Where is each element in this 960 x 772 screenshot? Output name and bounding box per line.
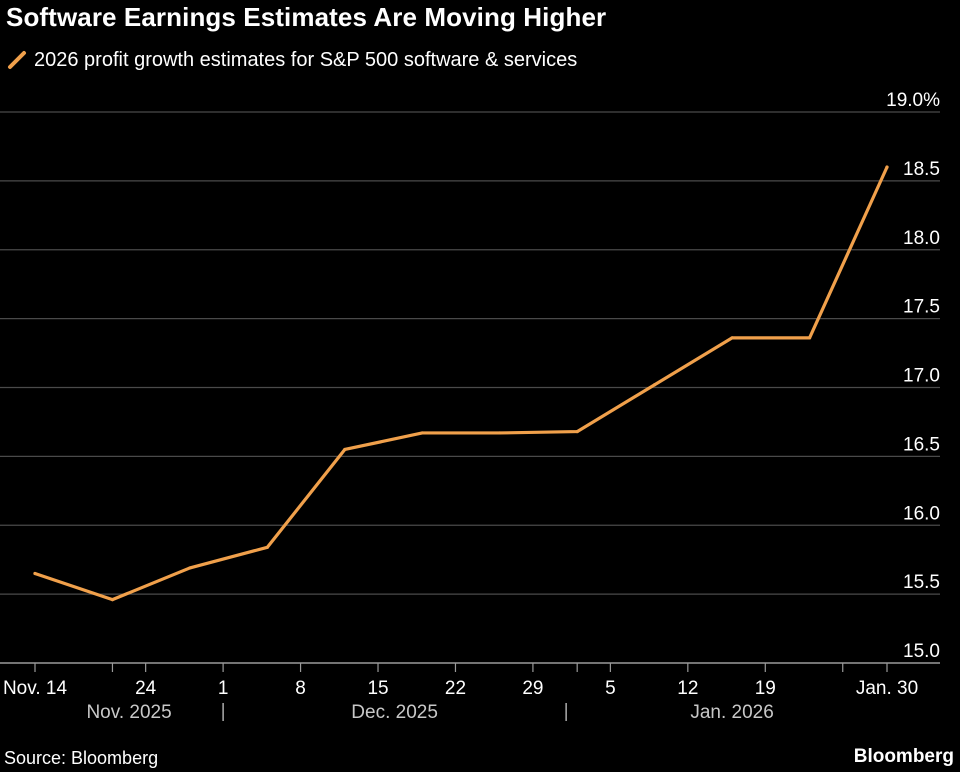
data-point <box>730 336 734 340</box>
x-tick-label: 22 <box>445 678 466 699</box>
month-labels: Nov. 2025 Dec. 2025 Jan. 2026 <box>86 702 773 723</box>
y-tick-label: 16.0 <box>903 503 940 524</box>
x-tick-label: 5 <box>605 678 616 699</box>
grid-layer <box>0 111 940 664</box>
y-tick-label: 15.0 <box>903 641 940 662</box>
data-point <box>33 571 37 576</box>
x-tick-label: Nov. 14 <box>3 678 68 699</box>
y-tick-label: 16.5 <box>903 434 940 455</box>
legend: 2026 profit growth estimates for S&P 500… <box>6 48 577 72</box>
bloomberg-logo: Bloomberg <box>853 746 954 767</box>
legend-line-swatch-icon <box>8 51 26 69</box>
series-line <box>33 165 889 602</box>
y-tick-label: 17.0 <box>903 366 940 387</box>
x-tick-label: Jan. 30 <box>856 678 918 699</box>
data-point <box>110 598 115 602</box>
x-tick-label: 8 <box>295 678 306 699</box>
x-tick-label: 19 <box>755 678 776 699</box>
x-tick-label: 12 <box>677 678 698 699</box>
data-point <box>498 431 502 435</box>
data-point <box>807 336 812 340</box>
y-tick-label: 15.5 <box>903 572 940 593</box>
source-note: Source: Bloomberg <box>4 748 159 768</box>
x-tick-label: 15 <box>367 678 388 699</box>
x-axis-labels: Nov. 14 24 1 8 15 22 29 5 12 19 Jan. 30 <box>3 678 918 699</box>
y-tick-label: 18.0 <box>903 228 940 249</box>
data-point <box>420 431 424 435</box>
data-point <box>575 429 579 434</box>
y-tick-label: 18.5 <box>903 159 940 180</box>
x-tick-label: 29 <box>522 678 543 699</box>
y-axis-labels: 15.0 15.5 16.0 16.5 17.0 17.5 18.0 18.5 19.0% <box>886 90 940 662</box>
legend-label: 2026 profit growth estimates for S&P 500… <box>34 48 578 71</box>
month-label: Nov. 2025 <box>86 702 171 723</box>
data-point <box>188 566 192 570</box>
month-label: Jan. 2026 <box>690 702 773 723</box>
series-layer <box>33 165 889 602</box>
month-label: Dec. 2025 <box>351 702 438 723</box>
x-tick-label: 1 <box>218 678 229 699</box>
data-point <box>653 383 657 387</box>
y-tick-label: 17.5 <box>903 297 940 318</box>
data-point <box>343 447 347 452</box>
data-point <box>265 545 269 549</box>
y-tick-label: 19.0% <box>886 90 940 111</box>
x-tick-label: 24 <box>135 678 157 699</box>
chart-title: Software Earnings Estimates Are Moving H… <box>6 2 607 32</box>
data-point <box>885 165 889 169</box>
x-axis-ticks <box>34 663 888 672</box>
